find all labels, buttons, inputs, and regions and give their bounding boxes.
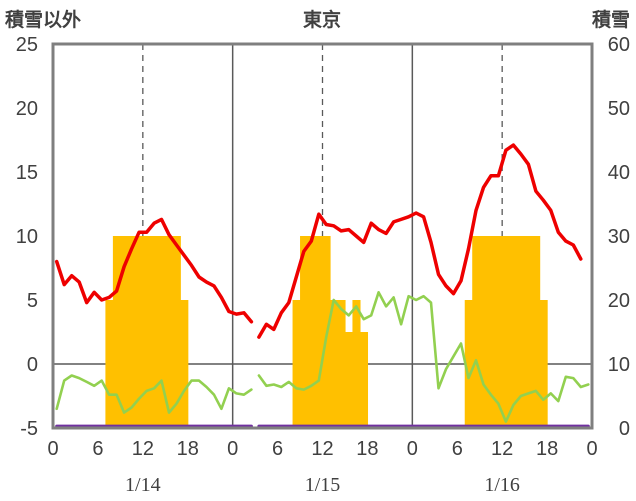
snow-depth-bar	[502, 236, 511, 428]
snow-depth-bar	[352, 300, 361, 428]
x-hour-tick-label: 12	[132, 438, 154, 460]
right-axis-ticks: 60 50 40 30 20 10 0	[608, 34, 630, 440]
snow-depth-bar	[524, 236, 533, 428]
right-tick-label: 50	[608, 98, 630, 120]
left-tick-label: 20	[16, 98, 38, 120]
x-hour-tick-label: 6	[92, 438, 103, 460]
left-tick-label: 15	[16, 162, 38, 184]
snow-depth-bar	[172, 236, 181, 428]
left-tick-label: 10	[16, 226, 38, 248]
right-tick-label: 40	[608, 162, 630, 184]
plot-frame	[51, 42, 594, 430]
x-hour-tick-label: 18	[177, 438, 199, 460]
x-hour-tick-label: 0	[227, 438, 238, 460]
snow-depth-bar	[292, 300, 301, 428]
right-tick-label: 20	[608, 290, 630, 312]
wind-line-2	[257, 290, 590, 423]
temperature-line-1	[54, 217, 254, 324]
snow-depth-bar	[344, 332, 354, 428]
right-axis-title: 積雪	[592, 8, 630, 31]
snow-depth-bar	[120, 236, 129, 428]
snow-depth-bar	[517, 236, 526, 428]
chart-title: 東京	[303, 8, 341, 31]
wind-line-1	[55, 374, 253, 414]
snow-depth-bar	[509, 236, 518, 428]
left-tick-label: 0	[27, 354, 38, 376]
snow-depth-bar	[165, 236, 174, 428]
right-tick-label: 10	[608, 354, 630, 376]
snow-depth-bar	[142, 236, 151, 428]
snow-depth-bar	[494, 236, 503, 428]
snow-depth-bar	[337, 300, 346, 428]
day-label: 1/15	[305, 474, 341, 496]
snow-depth-bar	[105, 300, 114, 428]
x-hour-tick-label: 6	[272, 438, 283, 460]
x-hour-tick-label: 0	[407, 438, 418, 460]
x-hour-tick-label: 18	[356, 438, 378, 460]
x-hour-tick-label: 6	[452, 438, 463, 460]
left-axis-ticks: 25 20 15 10 5 0 -5	[16, 34, 38, 440]
temperature-line-2	[257, 143, 583, 339]
snow-depth-bar	[315, 236, 324, 428]
x-hour-tick-label: 12	[311, 438, 333, 460]
snow-depth-bar	[300, 236, 309, 428]
left-tick-label: -5	[20, 418, 38, 440]
snow-depth-bar	[359, 332, 369, 428]
snow-depth-bar	[472, 236, 481, 428]
left-axis-title: 積雪以外	[5, 8, 81, 31]
day-label: 1/16	[484, 474, 520, 496]
x-axis-day-labels: 1/14 1/15 1/16	[125, 474, 520, 496]
snow-depth-bar	[135, 236, 144, 428]
x-axis-hour-ticks: 0 6 12 18 0 6 12 18 0 6 12 18 0	[47, 438, 597, 460]
day-label: 1/14	[125, 474, 161, 496]
x-hour-tick-label: 12	[491, 438, 513, 460]
right-tick-label: 30	[608, 226, 630, 248]
right-tick-label: 0	[619, 418, 630, 440]
x-hour-tick-label: 0	[586, 438, 597, 460]
left-tick-label: 25	[16, 34, 38, 56]
snow-depth-bar	[539, 300, 548, 428]
snow-depth-bar	[180, 300, 189, 428]
snow-depth-bar	[532, 236, 541, 428]
snow-depth-bar	[112, 236, 121, 428]
snow-depth-bar	[487, 236, 496, 428]
snow-depth-bar	[307, 236, 316, 428]
snow-depth-bar	[464, 300, 473, 428]
x-hour-tick-label: 18	[536, 438, 558, 460]
snow-depth-bar	[157, 236, 166, 428]
series-lines	[54, 143, 590, 428]
snow-depth-bar	[127, 236, 136, 428]
x-hour-tick-label: 0	[47, 438, 58, 460]
snow-depth-bar	[479, 236, 488, 428]
snow-depth-bar	[150, 236, 159, 428]
right-tick-label: 60	[608, 34, 630, 56]
left-tick-label: 5	[27, 290, 38, 312]
snow-depth-bar	[329, 300, 339, 428]
